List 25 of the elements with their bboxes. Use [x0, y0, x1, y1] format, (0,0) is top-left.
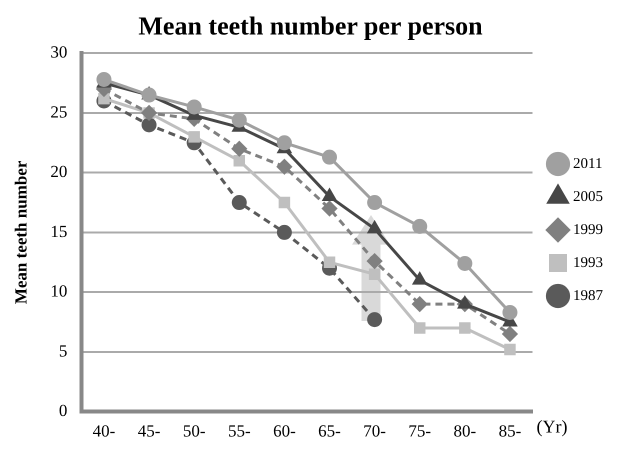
- x-tick-label: 45-: [138, 421, 161, 440]
- x-axis-title: (Yr): [536, 416, 568, 436]
- x-tick-label: 40-: [92, 421, 116, 440]
- y-tick-label: 15: [50, 222, 68, 241]
- x-tick-label: 65-: [318, 421, 342, 440]
- legend-label: 1999: [573, 222, 603, 238]
- x-tick-label: 50-: [182, 421, 206, 440]
- legend-label: 1987: [573, 288, 604, 304]
- y-axis-title: Mean teeth number: [12, 160, 31, 304]
- y-tick-label: 25: [50, 102, 68, 122]
- legend-label: 2005: [573, 188, 603, 205]
- x-tick-label: 75-: [408, 421, 432, 440]
- y-tick-label: 0: [58, 401, 68, 420]
- x-tick-label: 85-: [498, 421, 522, 440]
- chart-title: Mean teeth number per person: [138, 11, 484, 40]
- x-tick-label: 55-: [228, 421, 251, 440]
- y-tick-label: 20: [50, 162, 68, 182]
- y-tick-label: 5: [58, 341, 68, 360]
- x-tick-label: 80-: [454, 421, 476, 440]
- x-tick-label: 60-: [273, 421, 296, 440]
- y-tick-label: 10: [50, 282, 68, 301]
- x-tick-label: 70-: [363, 421, 386, 440]
- y-tick-label: 30: [50, 42, 68, 62]
- legend-label: 1993: [573, 254, 603, 271]
- legend-label: 2011: [573, 156, 602, 172]
